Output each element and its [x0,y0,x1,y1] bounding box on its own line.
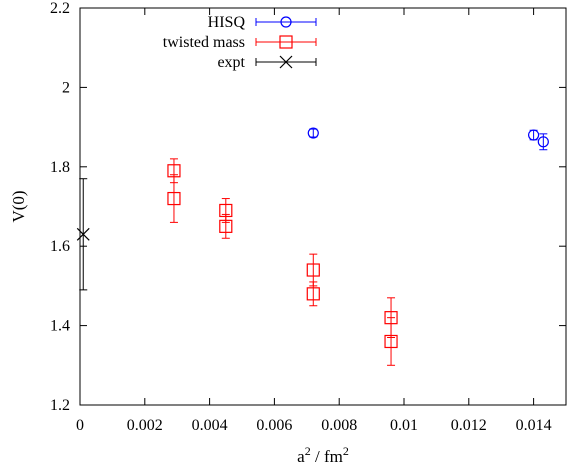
legend-label: twisted mass [163,34,245,51]
x-tick-label: 0.004 [192,417,228,434]
data-point [306,253,320,287]
x-tick-label: 0.002 [127,417,163,434]
point-marker [306,263,320,277]
y-axis-ticks: 1.2 1.4 1.6 1.8 2 2.2 [50,0,566,414]
x-tick-label: 0.014 [516,417,552,434]
x-axis-label-base: a [297,447,305,466]
legend-marker [280,16,292,28]
y-tick-label: 1.8 [50,159,70,176]
series-layer [76,127,549,366]
legend-marker [279,35,293,49]
y-tick-label: 1.2 [50,397,70,414]
x-axis-label-mid: / fm [311,447,343,466]
x-axis-label: a2 / fm2 [297,444,349,466]
data-point [537,133,549,151]
data-point [76,178,90,291]
data-point [306,281,320,307]
legend-marker-stroke [279,55,293,69]
legend-item: twisted mass [163,34,317,51]
x-tick-label: 0.006 [256,417,292,434]
x-axis-label-exponent-1: 2 [305,444,311,458]
x-tick-label: 0.008 [321,417,357,434]
x-axis-ticks: 0 0.002 0.004 0.006 0.008 0.01 0.012 0.014 [76,8,552,434]
y-tick-label: 1.6 [50,238,70,255]
point-marker [307,127,319,139]
data-point [527,129,540,141]
legend: HISQ twisted mass expt [163,14,317,71]
point-marker [306,287,320,301]
data-point [307,127,319,139]
x-axis-label-exponent-2: 2 [343,444,349,458]
y-axis-label: V(0) [9,190,28,222]
legend-item: expt [217,54,317,71]
point-marker [384,334,398,349]
x-tick-label: 0.012 [451,417,487,434]
legend-item: HISQ [208,14,317,31]
data-point [384,317,398,366]
legend-marker [279,55,293,69]
legend-label: expt [217,54,245,71]
plot-frame [79,7,567,406]
point-marker [167,191,181,206]
series-hisq [307,127,549,151]
point-marker [537,136,549,148]
legend-label: HISQ [208,14,246,31]
data-point [167,174,181,223]
y-tick-label: 2.2 [50,0,70,17]
x-tick-label: 0.01 [390,417,418,434]
y-tick-label: 2 [62,79,70,96]
x-tick-label: 0 [76,417,84,434]
point-marker [76,227,90,241]
data-point [219,213,233,239]
point-marker-stroke [76,227,90,241]
y-tick-label: 1.4 [50,318,70,335]
series-twisted-mass [167,158,398,366]
point-marker [219,219,233,233]
series-expt [76,178,90,291]
point-marker [527,129,540,141]
